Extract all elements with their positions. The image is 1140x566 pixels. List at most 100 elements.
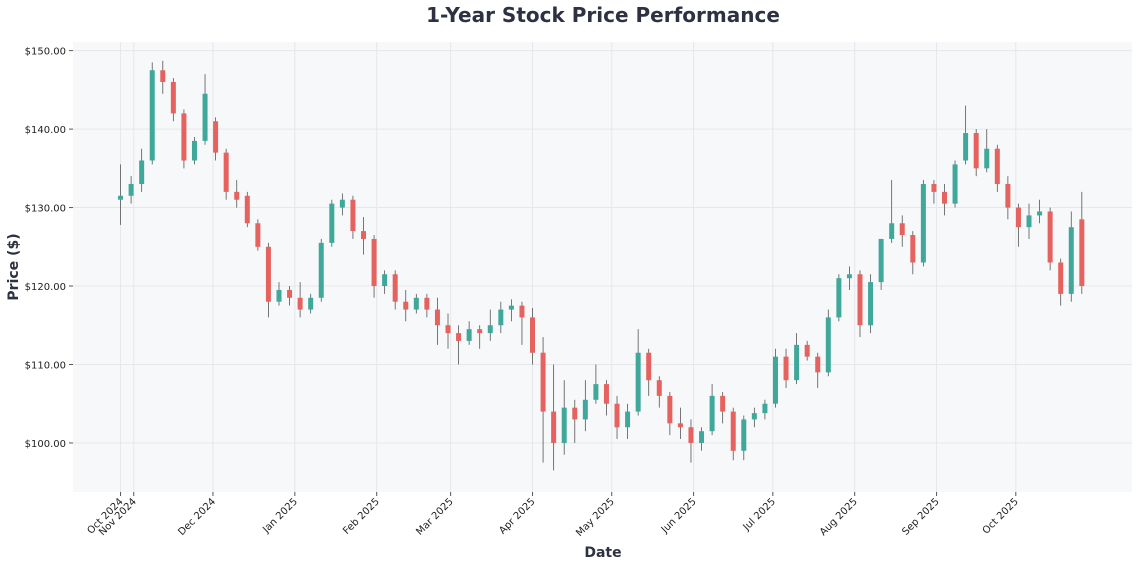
candle-body-down [688, 427, 694, 443]
y-tick-label: $110.00 [25, 360, 66, 371]
candle-body-up [984, 148, 990, 169]
y-tick-label: $120.00 [25, 282, 66, 293]
candle-body-down [572, 407, 578, 420]
candle-body-up [202, 93, 208, 141]
candle-body-down [994, 148, 1000, 185]
candle-body-up [635, 352, 641, 412]
x-axis-label: Date [584, 545, 621, 561]
chart-title: 1-Year Stock Price Performance [426, 3, 780, 27]
candle-body-up [1026, 215, 1032, 228]
candle-body-up [413, 297, 419, 310]
candle-body-down [540, 352, 546, 412]
x-tick-label: Jan 2025 [260, 496, 300, 536]
candle-body-up [751, 413, 757, 420]
candle-body-down [1005, 184, 1011, 208]
candle-body-down [160, 70, 166, 83]
y-tick-label: $140.00 [25, 125, 66, 136]
candle-body-up [825, 317, 831, 373]
x-tick-label: Sep 2025 [900, 496, 941, 537]
candle-body-down [677, 423, 683, 428]
candle-body-up [836, 278, 842, 318]
candle-body-up [128, 184, 134, 196]
candle-body-down [456, 333, 462, 341]
candle-body-down [403, 301, 409, 310]
candle-body-up [498, 309, 504, 326]
candle-body-up [118, 195, 124, 200]
candle-body-up [318, 242, 324, 298]
x-tick-label: Oct 2025 [981, 496, 1021, 536]
x-tick-label: Mar 2025 [414, 496, 455, 537]
candle-body-up [139, 160, 145, 185]
gridlines [73, 42, 1132, 492]
candle-body-down [1047, 211, 1053, 263]
candle-body-down [287, 289, 293, 298]
candle-body-down [815, 356, 821, 373]
candle-body-up [846, 274, 852, 279]
candle-body-down [551, 411, 557, 443]
y-axis-label: Price ($) [6, 233, 22, 300]
candle-body-up [709, 395, 715, 432]
candle-body-down [910, 235, 916, 263]
x-tick-label: Dec 2024 [176, 496, 218, 538]
candle-body-down [530, 317, 536, 353]
candle-body-down [1015, 207, 1021, 228]
candle-body-down [255, 223, 261, 247]
candle-body-down [297, 297, 303, 310]
candle-body-up [625, 411, 631, 428]
candle-body-down [899, 223, 905, 236]
candle-body-up [878, 238, 884, 283]
x-tick-label: Jul 2025 [741, 496, 778, 533]
candle-body-down [804, 344, 810, 357]
candle-body-down [656, 380, 662, 396]
candle-body-up [582, 399, 588, 420]
y-tick-label: $100.00 [25, 439, 66, 450]
candle-body-up [762, 403, 768, 414]
candle-body-up [593, 384, 599, 400]
candle-body-up [276, 289, 282, 302]
candle-body-down [434, 309, 440, 326]
candle-body-down [720, 395, 726, 412]
candle-body-up [561, 407, 567, 443]
candle-body-down [519, 305, 525, 318]
candle-body-down [730, 411, 736, 451]
candle-body-up [952, 164, 958, 204]
candle-body-down [234, 191, 240, 200]
candle-body-down [1079, 219, 1085, 287]
x-tick-label: May 2025 [574, 496, 617, 539]
x-tick-label: Jun 2025 [659, 496, 699, 536]
candle-body-down [603, 384, 609, 404]
candle-body-up [339, 199, 345, 208]
candle-body-down [445, 325, 451, 334]
candle-body-up [329, 203, 335, 243]
candle-body-down [646, 352, 652, 381]
y-axis-ticks: $100.00 $110.00 $120.00 $130.00 $140.00 $150.… [25, 47, 73, 450]
candle-body-down [360, 231, 366, 239]
candle-body-down [170, 82, 176, 114]
candle-body-up [889, 223, 895, 239]
x-tick-label: Apr 2025 [497, 496, 537, 536]
candle-body-down [783, 356, 789, 381]
candle-body-down [857, 274, 863, 326]
candle-body-up [382, 274, 388, 287]
candle-body-up [794, 344, 800, 381]
y-tick-label: $150.00 [25, 47, 66, 58]
candle-body-up [772, 356, 778, 404]
candle-body-up [149, 70, 155, 161]
candle-body-down [424, 297, 430, 310]
candle-body-up [963, 133, 969, 161]
candle-body-down [973, 133, 979, 169]
candle-body-down [223, 152, 229, 192]
candle-body-down [392, 274, 398, 302]
candle-body-down [244, 195, 250, 224]
candle-body-up [1068, 227, 1074, 294]
candle-body-up [508, 305, 514, 310]
x-tick-label: Aug 2025 [818, 496, 860, 538]
candle-body-down [667, 395, 673, 424]
candle-body-down [371, 238, 377, 287]
candle-body-down [931, 184, 937, 192]
candle-body-down [477, 329, 483, 334]
candle-body-up [191, 140, 197, 161]
candle-body-up [308, 297, 314, 310]
